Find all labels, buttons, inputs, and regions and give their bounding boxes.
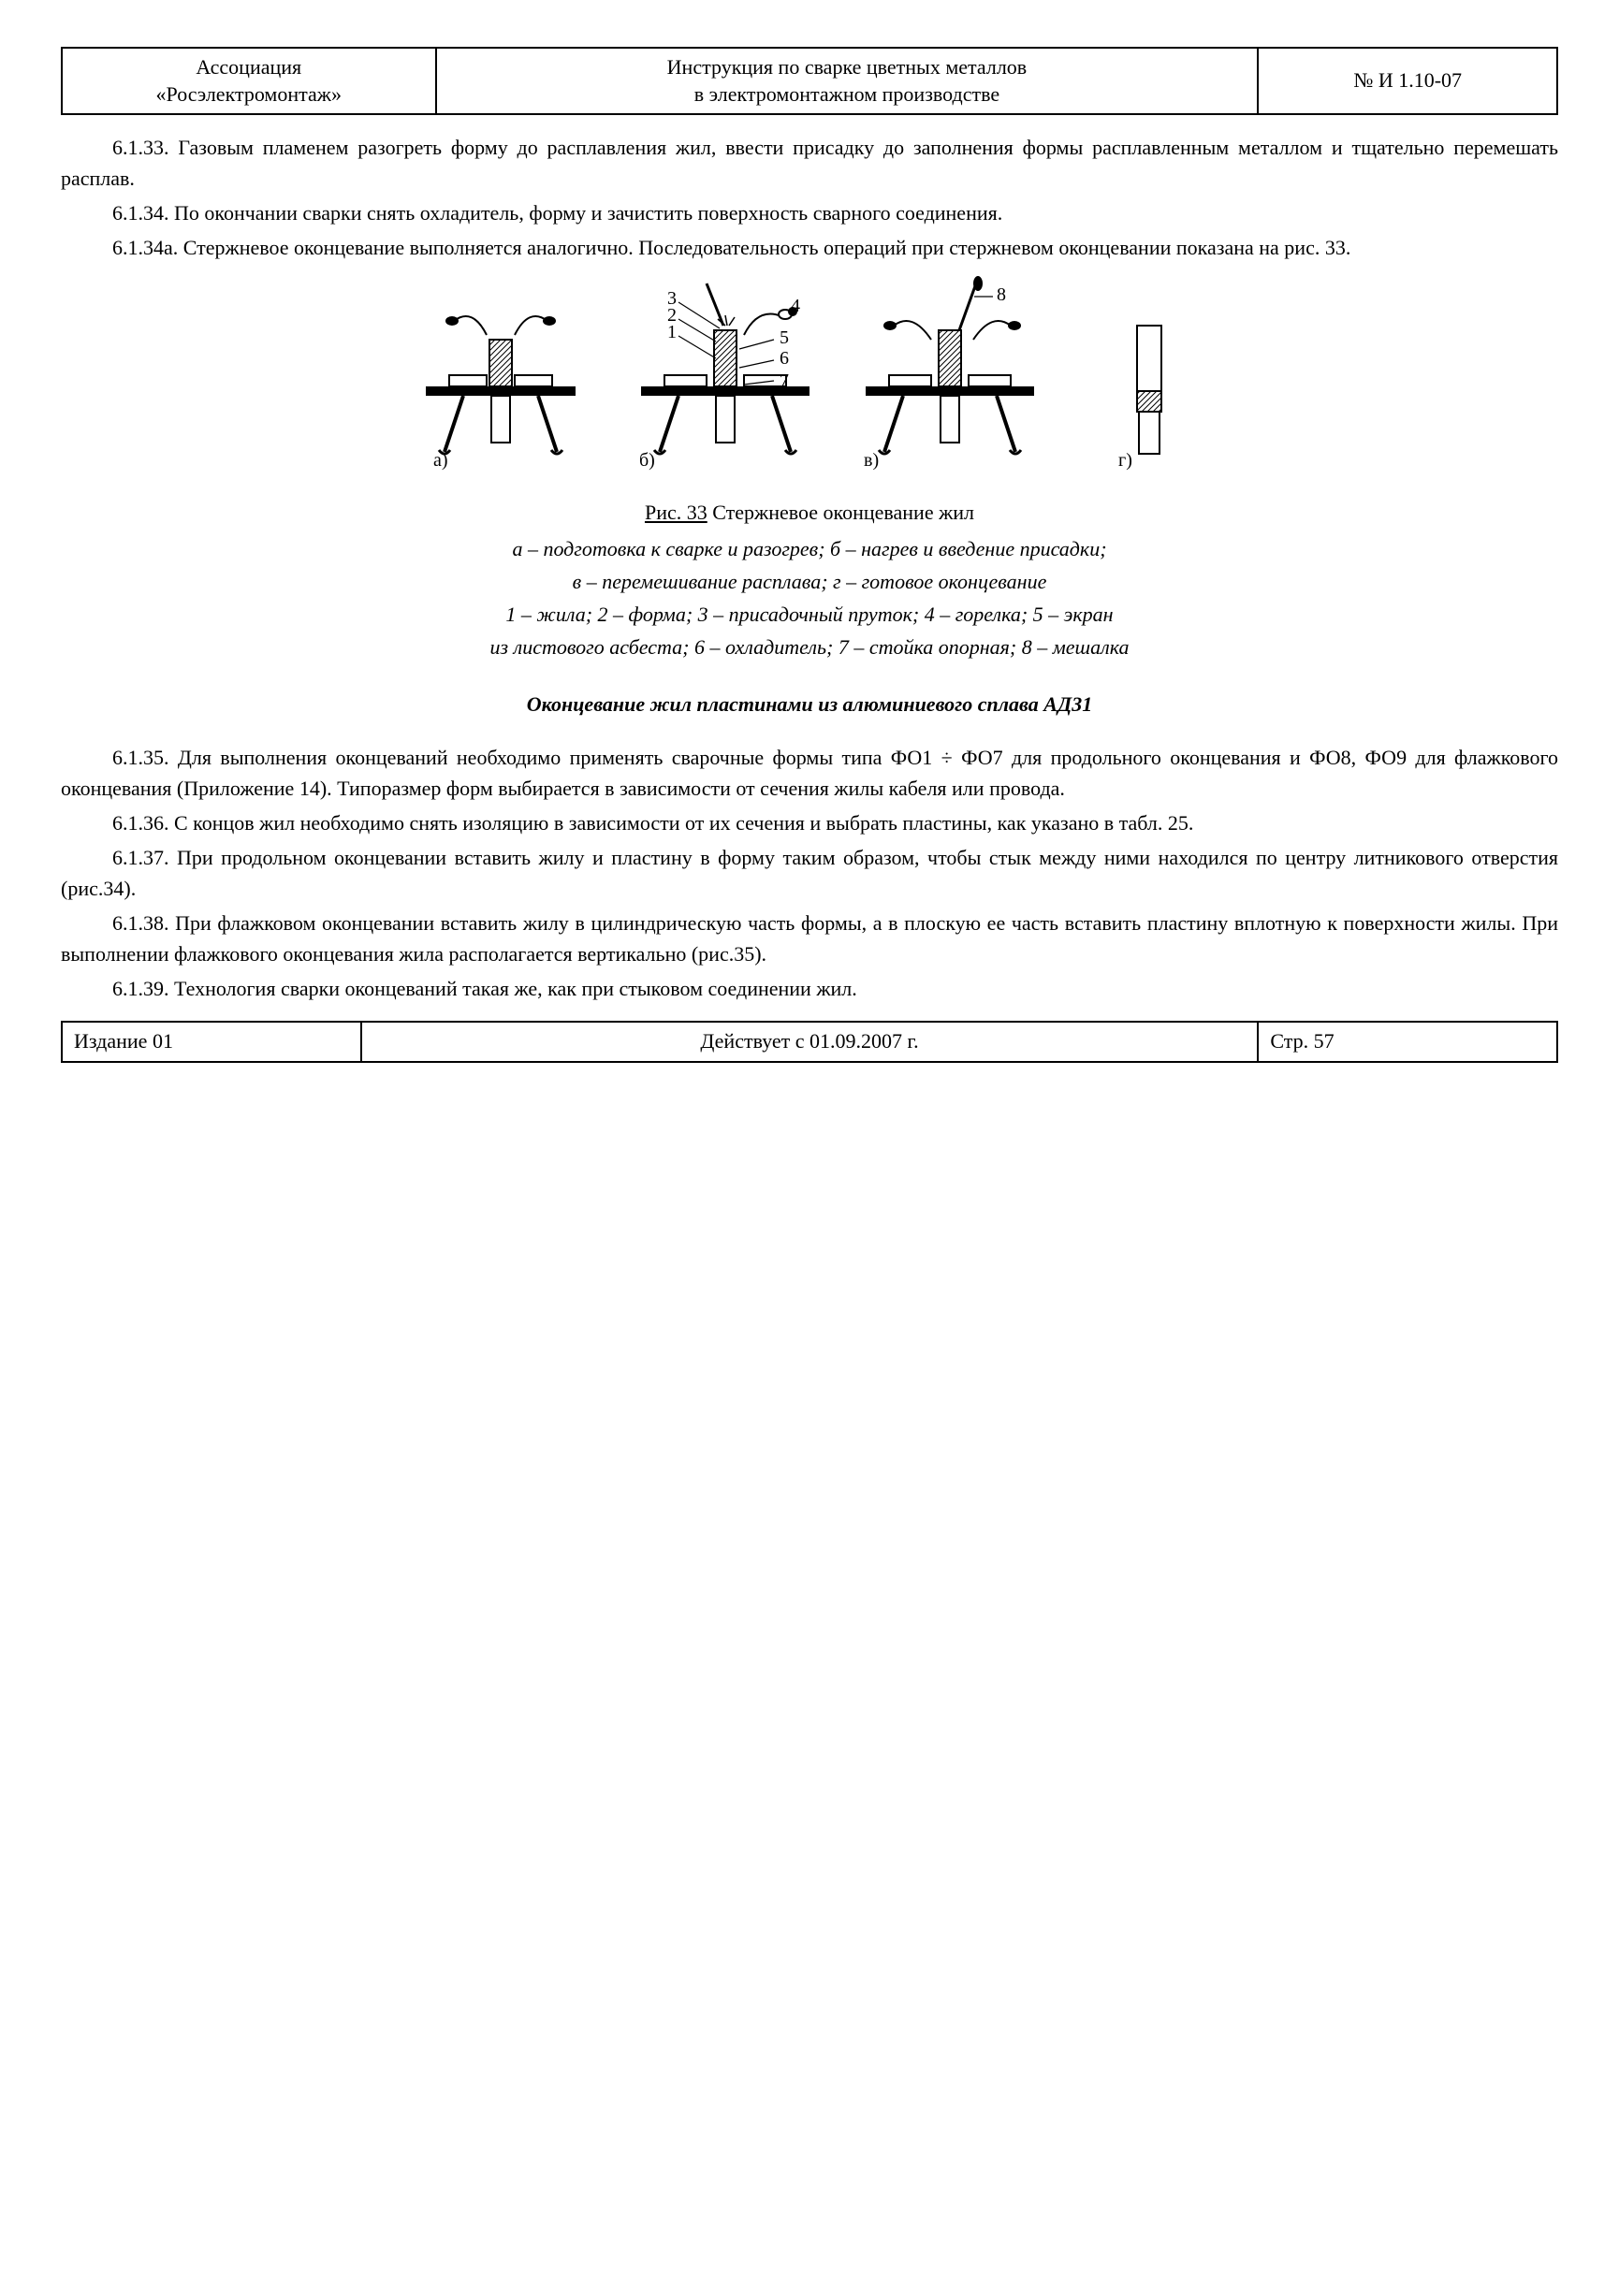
section-heading: Оконцевание жил пластинами из алюминиево… [61, 689, 1558, 719]
svg-text:5: 5 [780, 327, 789, 348]
document-footer-table: Издание 01 Действует с 01.09.2007 г. Стр… [61, 1021, 1558, 1063]
para-6-1-37: 6.1.37. При продольном оконцевании встав… [61, 842, 1558, 904]
header-org-line2: «Росэлектромонтаж» [156, 82, 342, 106]
svg-text:1: 1 [667, 322, 677, 342]
figure-33: а) [61, 274, 1558, 662]
svg-text:7: 7 [780, 371, 789, 391]
body-text-block-1: 6.1.33. Газовым пламенем разогреть форму… [61, 132, 1558, 263]
para-6-1-34a: 6.1.34а. Стержневое оконцевание выполняе… [61, 232, 1558, 263]
footer-effective-cell: Действует с 01.09.2007 г. [361, 1022, 1259, 1062]
figure-33-caption-line3: 1 – жила; 2 – форма; 3 – присадочный пру… [61, 599, 1558, 630]
figure-33-title-rest: Стержневое оконцевание жил [707, 501, 974, 524]
header-title-line1: Инструкция по сварке цветных металлов [667, 55, 1028, 79]
header-title-line2: в электромонтажном производстве [694, 82, 999, 106]
para-6-1-38: 6.1.38. При флажковом оконцевании встави… [61, 908, 1558, 969]
para-6-1-36: 6.1.36. С концов жил необходимо снять из… [61, 807, 1558, 838]
para-6-1-35: 6.1.35. Для выполнения оконцеваний необх… [61, 742, 1558, 804]
footer-effective: Действует с 01.09.2007 г. [700, 1029, 918, 1053]
footer-edition-cell: Издание 01 [62, 1022, 361, 1062]
svg-text:в): в) [864, 450, 879, 471]
header-docnumber-cell: № И 1.10-07 [1258, 48, 1557, 114]
figure-33-title: Рис. 33 Стержневое оконцевание жил [61, 497, 1558, 528]
svg-text:г): г) [1118, 450, 1132, 471]
footer-page: Стр. 57 [1270, 1029, 1334, 1053]
footer-page-cell: Стр. 57 [1258, 1022, 1557, 1062]
svg-text:8: 8 [997, 284, 1006, 305]
body-text-block-2: 6.1.35. Для выполнения оконцеваний необх… [61, 742, 1558, 1004]
footer-edition: Издание 01 [74, 1029, 173, 1053]
figure-33-caption-line4: из листового асбеста; 6 – охладитель; 7 … [61, 632, 1558, 662]
figure-33-caption-line1: а – подготовка к сварке и разогрев; б – … [61, 533, 1558, 564]
svg-text:4: 4 [791, 296, 800, 316]
para-6-1-33: 6.1.33. Газовым пламенем разогреть форму… [61, 132, 1558, 194]
document-header-table: Ассоциация «Росэлектромонтаж» Инструкция… [61, 47, 1558, 115]
para-6-1-39: 6.1.39. Технология сварки оконцеваний та… [61, 973, 1558, 1004]
figure-33-title-prefix: Рис. 33 [645, 501, 707, 524]
header-docnumber: № И 1.10-07 [1353, 68, 1462, 92]
svg-text:б): б) [639, 450, 655, 471]
svg-text:6: 6 [780, 348, 789, 369]
figure-33-svg: а) [398, 274, 1221, 489]
header-title-cell: Инструкция по сварке цветных металлов в … [436, 48, 1259, 114]
document-page: Ассоциация «Росэлектромонтаж» Инструкция… [61, 47, 1558, 1063]
para-6-1-34: 6.1.34. По окончании сварки снять охлади… [61, 197, 1558, 228]
figure-33-caption-line2: в – перемешивание расплава; г – готовое … [61, 566, 1558, 597]
header-org-line1: Ассоциация [196, 55, 301, 79]
svg-text:а): а) [433, 450, 448, 471]
header-organization-cell: Ассоциация «Росэлектромонтаж» [62, 48, 436, 114]
